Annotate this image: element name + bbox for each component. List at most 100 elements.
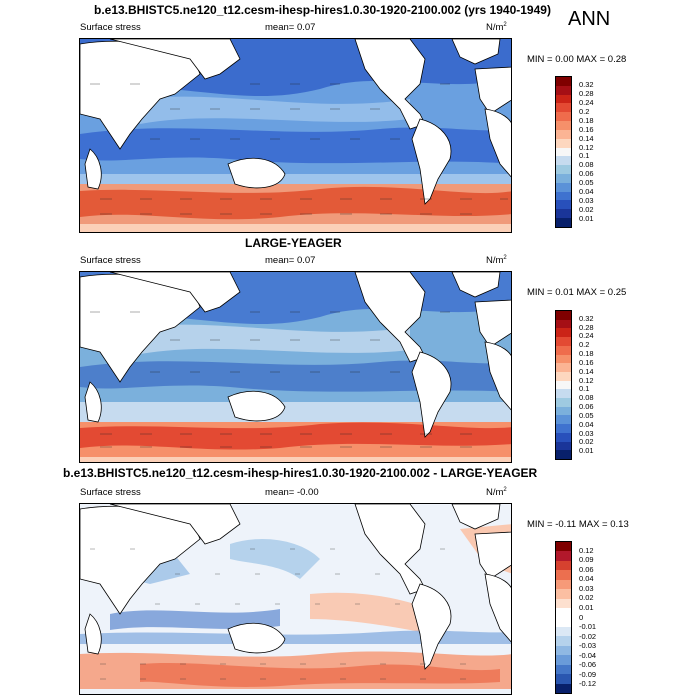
colorbar-swatch — [556, 112, 571, 122]
colorbar-tick-label: 0.04 — [579, 574, 594, 584]
colorbar-swatch — [556, 200, 571, 210]
colorbar-tick-label: 0.08 — [579, 393, 594, 403]
colorbar-tick-label: 0.01 — [579, 446, 594, 456]
colorbar-tick-label: 0.24 — [579, 97, 594, 107]
colorbar-tick-label: 0.32 — [579, 313, 594, 323]
colorbar-tick-label: 0.03 — [579, 428, 594, 438]
colorbar-swatch — [556, 406, 571, 416]
colorbar-tick-label: -0.01 — [579, 622, 597, 632]
colorbar-tick-label: -0.03 — [579, 641, 597, 651]
colorbar-swatch — [556, 579, 571, 590]
colorbar-swatch — [556, 337, 571, 346]
colorbar-tick-label: 0.16 — [579, 124, 594, 134]
colorbar-swatch — [556, 103, 571, 113]
colorbar-swatch — [556, 363, 571, 372]
colorbar-tick-label: -0.02 — [579, 631, 597, 641]
panel2-map — [79, 271, 512, 463]
colorbar-swatch — [556, 165, 571, 174]
colorbar-tick-label: 0.24 — [579, 331, 594, 341]
colorbar-tick-label: 0.06 — [579, 169, 594, 179]
colorbar-swatch — [556, 415, 571, 425]
colorbar-swatch — [556, 655, 571, 665]
colorbar-swatch — [556, 589, 571, 599]
panel1-variable: Surface stress — [80, 22, 141, 33]
colorbar-swatch — [556, 636, 571, 646]
colorbar-swatch — [556, 182, 571, 192]
colorbar-tick-label: 0.02 — [579, 205, 594, 215]
colorbar-swatch — [556, 345, 571, 355]
panel1-map-svg — [80, 39, 511, 232]
panel2-unit: N/m2 — [486, 255, 507, 267]
colorbar-swatch — [556, 121, 571, 130]
colorbar-swatch — [556, 77, 571, 86]
panel3-mean: mean= -0.00 — [265, 487, 319, 498]
colorbar-swatch — [556, 311, 571, 320]
colorbar-tick-label: 0.08 — [579, 160, 594, 170]
panel3-map — [79, 503, 512, 695]
colorbar-tick-label: -0.09 — [579, 669, 597, 679]
colorbar-tick-label: 0.05 — [579, 178, 594, 188]
colorbar-swatch — [556, 570, 571, 580]
panel3-title: b.e13.BHISTC5.ne120_t12.cesm-ihesp-hires… — [63, 466, 538, 480]
colorbar-tick-label: -0.06 — [579, 660, 597, 670]
panel3-variable: Surface stress — [80, 487, 141, 498]
panel2-variable: Surface stress — [80, 255, 141, 266]
colorbar-tick-label: 0.01 — [579, 602, 594, 612]
colorbar-tick-label: 0 — [579, 612, 584, 622]
colorbar-swatch — [556, 94, 571, 104]
colorbar-tick-label: 0.04 — [579, 419, 594, 429]
colorbar-tick-label: 0.14 — [579, 366, 594, 376]
panel1-unit: N/m2 — [486, 22, 507, 34]
colorbar-swatch — [556, 129, 571, 139]
panel2-colorbar — [555, 310, 572, 460]
colorbar-swatch — [556, 138, 571, 148]
colorbar-tick-label: -0.12 — [579, 679, 597, 689]
colorbar-tick-label: 0.2 — [579, 106, 590, 116]
colorbar-tick-label: 0.12 — [579, 545, 594, 555]
colorbar-tick-label: 0.02 — [579, 593, 594, 603]
panel1-title: b.e13.BHISTC5.ne120_t12.cesm-ihesp-hires… — [94, 3, 551, 17]
panel2-minmax: MIN = 0.01 MAX = 0.25 — [527, 287, 627, 298]
colorbar-tick-label: 0.05 — [579, 410, 594, 420]
panel2-mean: mean= 0.07 — [265, 255, 316, 266]
colorbar-tick-label: 0.04 — [579, 187, 594, 197]
colorbar-swatch — [556, 371, 571, 381]
colorbar-tick-label: 0.14 — [579, 133, 594, 143]
panel3-minmax: MIN = -0.11 MAX = 0.13 — [527, 519, 629, 530]
colorbar-tick-label: 0.12 — [579, 142, 594, 152]
colorbar-tick-label: 0.2 — [579, 340, 590, 350]
colorbar-tick-label: 0.02 — [579, 437, 594, 447]
colorbar-swatch — [556, 598, 571, 609]
colorbar-tick-label: -0.04 — [579, 650, 597, 660]
colorbar-swatch — [556, 617, 571, 627]
colorbar-swatch — [556, 432, 571, 442]
colorbar-tick-label: 0.09 — [579, 555, 594, 565]
colorbar-swatch — [556, 645, 571, 656]
colorbar-swatch — [556, 560, 571, 571]
colorbar-swatch — [556, 380, 571, 390]
colorbar-tick-label: 0.03 — [579, 583, 594, 593]
panel2-map-svg — [80, 272, 511, 462]
colorbar-swatch — [556, 441, 571, 451]
colorbar-tick-label: 0.01 — [579, 214, 594, 224]
colorbar-tick-label: 0.16 — [579, 357, 594, 367]
colorbar-swatch — [556, 319, 571, 329]
colorbar-swatch — [556, 328, 571, 338]
colorbar-tick-label: 0.1 — [579, 384, 590, 394]
colorbar-swatch — [556, 450, 571, 459]
colorbar-tick-label: 0.18 — [579, 115, 594, 125]
colorbar-tick-label: 0.18 — [579, 349, 594, 359]
season-label: ANN — [568, 8, 611, 30]
colorbar-swatch — [556, 209, 571, 218]
colorbar-swatch — [556, 664, 571, 675]
colorbar-swatch — [556, 626, 571, 637]
colorbar-tick-label: 0.1 — [579, 151, 590, 161]
colorbar-swatch — [556, 354, 571, 364]
panel3-unit: N/m2 — [486, 487, 507, 499]
panel1-map — [79, 38, 512, 233]
colorbar-tick-label: 0.06 — [579, 564, 594, 574]
colorbar-swatch — [556, 218, 571, 227]
colorbar-swatch — [556, 674, 571, 684]
panel3-map-svg — [80, 504, 511, 694]
colorbar-swatch — [556, 424, 571, 433]
